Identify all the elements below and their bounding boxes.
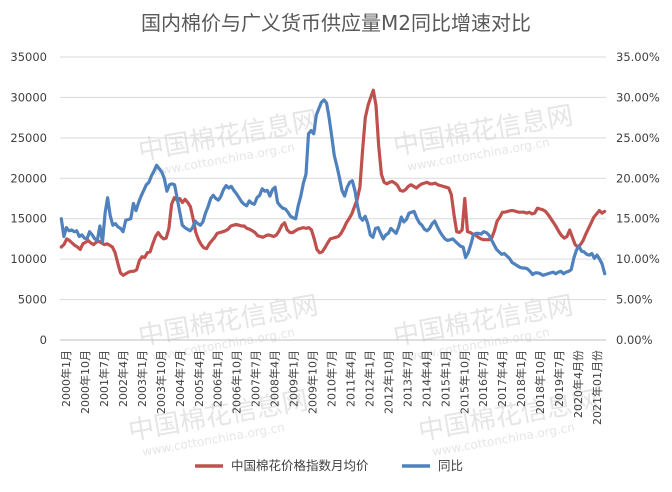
x-tick-label: 2007年7月 bbox=[249, 350, 263, 407]
cotton-price-series-line bbox=[59, 88, 607, 277]
x-tick-label: 2018年10月 bbox=[533, 350, 547, 414]
x-tick-label: 2000年1月 bbox=[59, 350, 73, 407]
left-tick-label: 0 bbox=[40, 333, 47, 347]
x-tick-label: 2000年10月 bbox=[78, 350, 92, 414]
left-tick-label: 10000 bbox=[10, 252, 47, 266]
left-tick-label: 30000 bbox=[10, 90, 47, 104]
left-tick-label: 5000 bbox=[18, 293, 47, 307]
x-tick-label: 2017年4月 bbox=[495, 350, 509, 407]
x-tick-label: 2010年7月 bbox=[325, 350, 339, 407]
x-tick-label: 2012年10月 bbox=[381, 350, 395, 414]
x-tick-label: 2011年4月 bbox=[343, 350, 357, 407]
m2-growth-series-line bbox=[59, 98, 607, 277]
right-tick-label: 25.00% bbox=[616, 131, 660, 145]
x-tick-label: 2021年01月份 bbox=[590, 350, 604, 425]
x-tick-label: 2016年7月 bbox=[476, 350, 490, 407]
series-layer bbox=[59, 88, 607, 277]
x-tick-label: 2014年4月 bbox=[419, 350, 433, 407]
x-tick-label: 2003年10月 bbox=[154, 350, 168, 414]
x-tick-label: 2020年4月份 bbox=[571, 350, 585, 418]
left-tick-label: 25000 bbox=[10, 131, 47, 145]
x-tick-label: 2013年7月 bbox=[400, 350, 414, 407]
right-tick-label: 30.00% bbox=[616, 90, 660, 104]
x-tick-label: 2009年10月 bbox=[306, 350, 320, 414]
x-tick-label: 2019年7月 bbox=[552, 350, 566, 407]
x-tick-label: 2002年4月 bbox=[116, 350, 130, 407]
x-tick-label: 2012年1月 bbox=[362, 350, 376, 407]
x-tick-label: 2006年10月 bbox=[230, 350, 244, 414]
right-tick-label: 20.00% bbox=[616, 171, 660, 185]
legend-label-m2-growth: 同比 bbox=[438, 458, 463, 473]
right-tick-label: 5.00% bbox=[616, 293, 653, 307]
right-tick-label: 15.00% bbox=[616, 212, 660, 226]
x-tick-label: 2015年1月 bbox=[438, 350, 452, 407]
x-tick-label: 2008年4月 bbox=[268, 350, 282, 407]
x-tick-label: 2004年7月 bbox=[173, 350, 187, 407]
x-tick-label: 2006年1月 bbox=[211, 350, 225, 407]
x-tick-label: 2015年10月 bbox=[457, 350, 471, 414]
x-tick-label: 2005年4月 bbox=[192, 350, 206, 407]
x-tick-label: 2003年1月 bbox=[135, 350, 149, 407]
x-tick-label: 2001年7月 bbox=[97, 350, 111, 407]
chart-title: 国内棉价与广义货币供应量M2同比增速对比 bbox=[141, 11, 531, 35]
x-tick-label: 2009年1月 bbox=[287, 350, 301, 407]
left-tick-label: 20000 bbox=[10, 171, 47, 185]
legend: 中国棉花价格指数月均价 同比 bbox=[195, 458, 463, 473]
right-tick-label: 0.00% bbox=[616, 333, 653, 347]
legend-label-cotton-price: 中国棉花价格指数月均价 bbox=[231, 458, 369, 473]
left-tick-label: 35000 bbox=[10, 50, 47, 64]
x-tick-label: 2018年1月 bbox=[514, 350, 528, 407]
right-axis: 0.00% 5.00% 10.00% 15.00% 20.00% 25.00% 30.00%… bbox=[616, 50, 660, 347]
right-tick-label: 10.00% bbox=[616, 252, 660, 266]
right-tick-label: 35.00% bbox=[616, 50, 660, 64]
left-axis: 0 5000 10000 15000 20000 25000 30000 35000 bbox=[10, 50, 47, 347]
x-axis: 2000年1月 2000年10月 2001年7月 2002年4月 2003年1月 2003… bbox=[59, 350, 604, 425]
left-tick-label: 15000 bbox=[10, 212, 47, 226]
